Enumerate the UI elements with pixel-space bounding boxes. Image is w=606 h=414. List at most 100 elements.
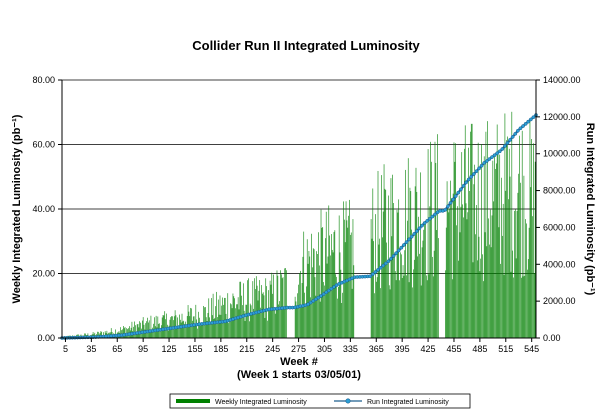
weekly-bar [240, 281, 242, 338]
weekly-bar [485, 131, 487, 338]
run-integrated-point [326, 288, 331, 293]
weekly-bar [168, 325, 170, 338]
weekly-bar [274, 313, 276, 338]
weekly-bar [255, 276, 257, 338]
weekly-bar [300, 305, 302, 338]
weekly-bar [423, 229, 425, 338]
weekly-bar [164, 311, 166, 338]
weekly-bar [403, 275, 405, 338]
x-tick-label: 365 [369, 344, 384, 354]
x-tick-label: 35 [86, 344, 96, 354]
weekly-bar [334, 230, 336, 338]
weekly-bar [157, 316, 159, 338]
weekly-bar [265, 278, 267, 338]
weekly-bar [512, 250, 513, 338]
run-integrated-point [391, 254, 396, 258]
legend-box [169, 393, 471, 409]
weekly-bar [496, 124, 498, 338]
weekly-bar [520, 182, 521, 338]
weekly-bar [280, 274, 282, 338]
x-tick-label: 545 [524, 344, 539, 354]
x-tick-label: 215 [239, 344, 254, 354]
run-integrated-point [451, 197, 455, 202]
weekly-bar [417, 256, 419, 338]
weekly-bar [151, 330, 153, 338]
weekly-bar [382, 211, 384, 338]
weekly-bar [277, 275, 279, 338]
weekly-bar [184, 323, 185, 338]
weekly-bar [481, 144, 482, 338]
weekly-bar [478, 236, 480, 338]
weekly-bar [218, 314, 220, 338]
weekly-bar [407, 158, 409, 338]
weekly-bar [383, 164, 385, 338]
weekly-bar [101, 331, 103, 338]
weekly-bar [486, 246, 488, 338]
weekly-bar [258, 290, 260, 338]
weekly-bar [306, 239, 308, 338]
weekly-bar [160, 331, 161, 338]
x-tick-label: 305 [317, 344, 332, 354]
weekly-bar [411, 229, 412, 338]
x-axis-ticks: 5 35 65 95 125 155 185 215 245 275 305 335 365 395 425… [63, 338, 539, 354]
weekly-bar [304, 292, 305, 338]
weekly-bar [344, 242, 346, 338]
run-integrated-point [453, 194, 458, 198]
x-tick-label: 5 [63, 344, 68, 354]
weekly-bar [308, 251, 310, 338]
weekly-bar [338, 215, 340, 338]
weekly-bar [302, 256, 304, 338]
x-tick-label: 485 [472, 344, 487, 354]
right-tick-label: 12000.00 [543, 112, 581, 122]
weekly-bar [146, 321, 147, 338]
weekly-bar [457, 260, 459, 338]
weekly-bar [457, 206, 458, 338]
weekly-bar [479, 271, 481, 338]
weekly-bar [150, 315, 152, 338]
weekly-bar [339, 252, 341, 338]
weekly-bar [307, 263, 309, 338]
weekly-bar [494, 156, 495, 338]
weekly-bar [388, 195, 389, 338]
run-integrated-point [479, 163, 484, 168]
weekly-bar [199, 325, 201, 338]
weekly-bar [534, 161, 536, 338]
run-integrated-point [308, 300, 313, 305]
weekly-bar [533, 273, 535, 338]
x-axis-title: Week # [280, 356, 318, 368]
weekly-bar [335, 274, 336, 338]
run-integrated-point [407, 237, 411, 242]
run-integrated-point [471, 172, 476, 176]
weekly-bar [445, 270, 446, 338]
weekly-bar [278, 304, 280, 338]
weekly-bar [243, 310, 245, 338]
left-tick-label: 60.00 [32, 140, 55, 150]
weekly-bar [194, 325, 196, 338]
weekly-bar [195, 304, 197, 338]
run-integrated-point [503, 144, 507, 148]
weekly-bar [448, 212, 450, 338]
weekly-bar [97, 331, 99, 338]
weekly-bar [254, 278, 255, 338]
weekly-bar [142, 317, 144, 338]
weekly-bar [309, 256, 311, 338]
weekly-bar [397, 212, 399, 338]
weekly-bar [297, 293, 299, 338]
weekly-bar [410, 191, 412, 338]
weekly-bar [136, 324, 138, 338]
x-tick-label: 95 [138, 344, 148, 354]
weekly-bar [106, 330, 108, 338]
weekly-bar [183, 320, 185, 338]
weekly-bar [489, 244, 490, 338]
weekly-bar [374, 293, 375, 338]
left-tick-label: 80.00 [32, 75, 55, 85]
weekly-bar [224, 297, 226, 338]
weekly-bar [409, 187, 411, 338]
weekly-bar [214, 317, 216, 338]
weekly-bar [167, 324, 168, 338]
weekly-bar [124, 327, 126, 338]
x-tick-label: 125 [162, 344, 177, 354]
weekly-bar [266, 286, 267, 338]
run-integrated-point [508, 138, 512, 142]
